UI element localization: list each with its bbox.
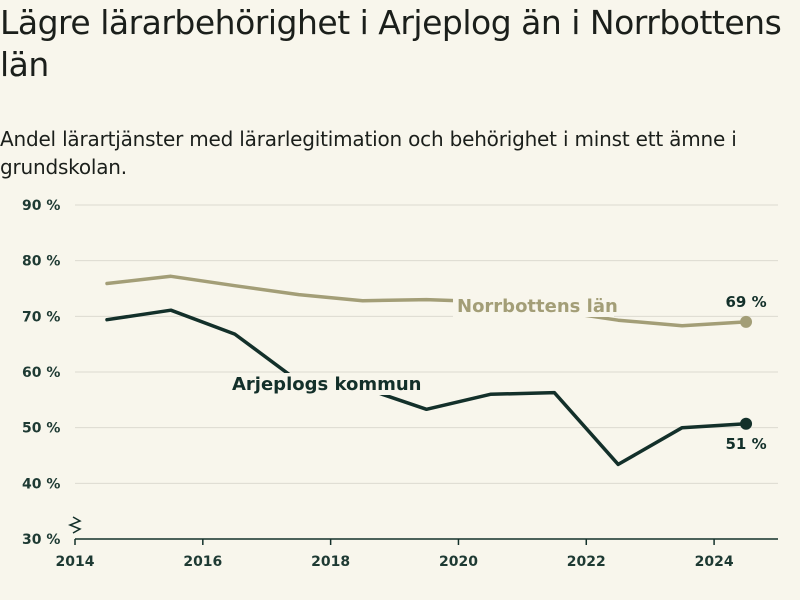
end-point-marker [740, 315, 753, 328]
y-tick-label: 40 % [22, 476, 60, 492]
y-tick-label: 50 % [22, 421, 60, 437]
series-label: Arjeplogs kommun [232, 374, 421, 395]
y-tick-label: 80 % [22, 254, 60, 270]
x-tick-label: 2014 [56, 554, 95, 570]
series-line-norrbotten [105, 274, 748, 328]
grid-lines [75, 204, 778, 484]
series-labels: 69 % 51 % Norrbottens län Arjeplogs kommun [228, 293, 767, 453]
chart-subtitle: Andel lärartjänster med lärarlegitimatio… [0, 127, 737, 179]
label-backdrop [453, 295, 614, 317]
series-lines [105, 274, 753, 467]
x-axis: 2014 2016 2018 2020 2022 2024 [56, 516, 778, 570]
x-tick-label: 2018 [311, 554, 350, 570]
x-tick-label: 2024 [695, 554, 734, 570]
x-tick-label: 2016 [183, 554, 222, 570]
y-tick-label: 90 % [22, 198, 60, 214]
end-point-marker [740, 417, 753, 430]
y-tick-label: 60 % [22, 365, 60, 381]
series-label: Norrbottens län [457, 296, 618, 317]
end-value-label: 51 % [725, 435, 766, 453]
axis-break-icon [67, 516, 82, 534]
x-tick-label: 2022 [567, 554, 606, 570]
chart-title: Lägre lärarbehörighet i Arjeplog än i No… [0, 3, 782, 84]
series-line-arjeplog [105, 308, 748, 467]
y-tick-label: 30 % [22, 532, 60, 548]
y-axis-ticks: 30 % 40 % 50 % 60 % 70 % 80 % 90 % [22, 198, 60, 548]
end-value-label: 69 % [725, 293, 766, 311]
y-tick-label: 70 % [22, 309, 60, 325]
x-tick-label: 2020 [439, 554, 478, 570]
label-backdrop [228, 373, 400, 395]
